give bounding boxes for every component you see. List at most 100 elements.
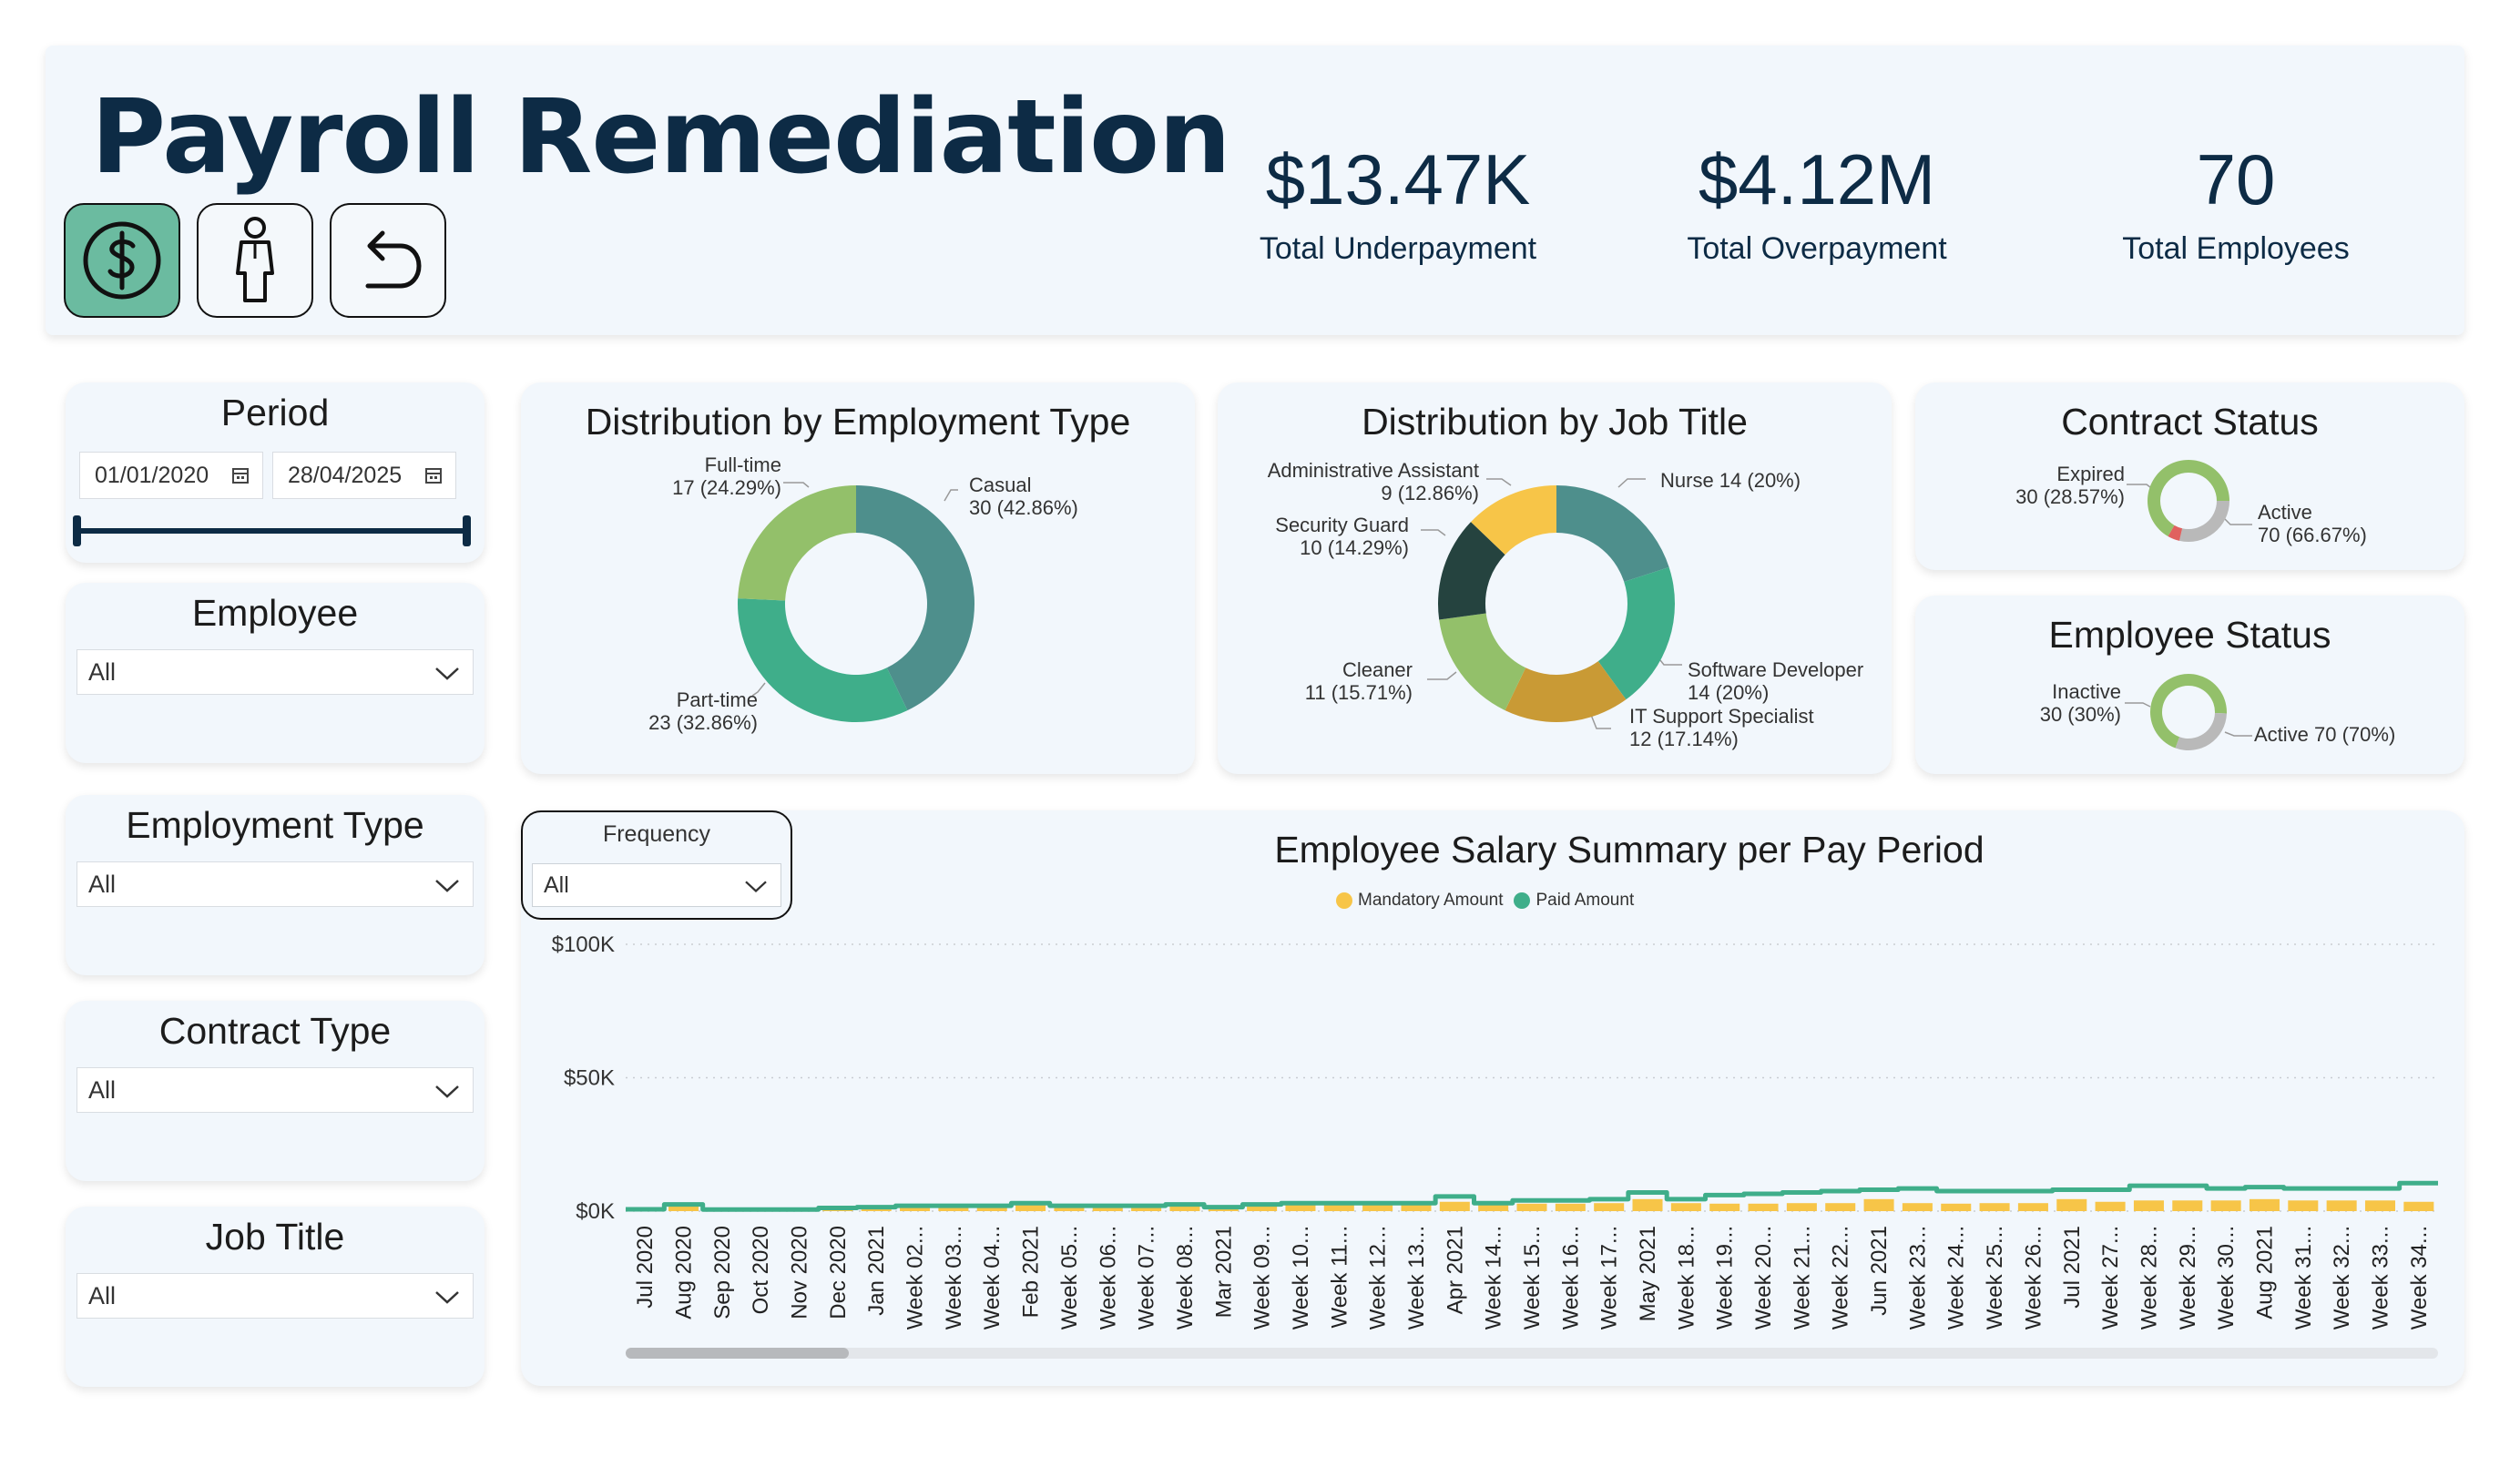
bar-mandatory[interactable]: [1632, 1198, 1663, 1211]
dollar-nav-button[interactable]: [64, 203, 180, 318]
donut-slice-other[interactable]: [2168, 525, 2183, 541]
bar-mandatory[interactable]: [1092, 1207, 1123, 1211]
donut-slice-casual[interactable]: [856, 485, 974, 711]
employee-slicer: Employee All: [66, 583, 485, 763]
x-tick-label: Aug 2021: [2252, 1226, 2277, 1319]
end-date-input[interactable]: 28/04/2025: [272, 452, 456, 499]
bar-mandatory[interactable]: [668, 1204, 699, 1211]
bar-mandatory[interactable]: [1670, 1203, 1701, 1211]
donut-slice-administrative-assistant[interactable]: [1471, 485, 1556, 555]
calendar-icon[interactable]: [424, 466, 443, 484]
bar-mandatory[interactable]: [1131, 1207, 1162, 1211]
bar-mandatory[interactable]: [1169, 1206, 1200, 1211]
bar-mandatory[interactable]: [1786, 1203, 1817, 1211]
bar-mandatory[interactable]: [1516, 1203, 1547, 1211]
job-title-dropdown[interactable]: All: [77, 1273, 474, 1319]
donut-slice-full-time[interactable]: [738, 485, 856, 601]
back-arrow-icon: [365, 230, 422, 289]
x-tick-label: Nov 2020: [788, 1226, 812, 1319]
donut-slice-active[interactable]: [2150, 674, 2227, 749]
x-tick-label: Dec 2020: [826, 1226, 851, 1319]
donut-slice-security-guard[interactable]: [1438, 522, 1505, 620]
bar-mandatory[interactable]: [2364, 1200, 2396, 1211]
x-tick-label: Week 08...: [1173, 1226, 1198, 1330]
calendar-icon[interactable]: [231, 466, 250, 484]
slice-name: Active: [2258, 501, 2312, 524]
employee-nav-button[interactable]: [197, 203, 313, 318]
contract-type-dropdown[interactable]: All: [77, 1067, 474, 1113]
bar-mandatory[interactable]: [2095, 1201, 2126, 1211]
bar-mandatory[interactable]: [1478, 1205, 1509, 1211]
bar-mandatory[interactable]: [1709, 1203, 1740, 1211]
donut-slice-inactive[interactable]: [2175, 713, 2227, 750]
slice-name: Full-time: [704, 453, 781, 476]
slice-value: 14 (20%): [1688, 681, 1770, 704]
chart-title: Employee Status: [2048, 614, 2331, 656]
range-end-handle[interactable]: [463, 515, 471, 546]
bar-mandatory[interactable]: [1439, 1201, 1470, 1211]
x-tick-label: Jul 2021: [2060, 1226, 2085, 1309]
slicer-title: Job Title: [205, 1216, 345, 1258]
paid-amount-line[interactable]: [626, 1180, 2438, 1212]
contract-type-slicer: Contract Type All: [66, 1001, 485, 1181]
slice-label-cleaner: Cleaner 11 (15.71%): [1305, 658, 1413, 704]
bar-mandatory[interactable]: [976, 1207, 1007, 1211]
bar-mandatory[interactable]: [1362, 1205, 1393, 1211]
donut-slice-expired[interactable]: [2178, 501, 2229, 542]
bar-mandatory[interactable]: [2172, 1200, 2203, 1211]
period-range-track[interactable]: [77, 528, 470, 534]
bar-mandatory[interactable]: [2210, 1200, 2241, 1211]
bar-mandatory[interactable]: [938, 1207, 969, 1211]
slice-value: 70 (66.67%): [2258, 524, 2367, 546]
bar-mandatory[interactable]: [2403, 1201, 2434, 1211]
bar-mandatory[interactable]: [1323, 1205, 1354, 1211]
employment-type-dropdown[interactable]: All: [77, 861, 474, 907]
x-tick-label: Week 11...: [1327, 1226, 1352, 1329]
contract-status-card: Contract Status Expired 30 (28.57%) Activ…: [1915, 382, 2464, 570]
bar-mandatory[interactable]: [1941, 1203, 1972, 1211]
horizontal-scrollbar[interactable]: [626, 1348, 2438, 1359]
bar-mandatory[interactable]: [1015, 1205, 1046, 1211]
slicer-title: Frequency: [602, 821, 711, 847]
scrollbar-thumb[interactable]: [626, 1348, 849, 1359]
bar-mandatory[interactable]: [1863, 1198, 1894, 1211]
donut-slice-it-support-specialist[interactable]: [1505, 661, 1627, 722]
employee-dropdown[interactable]: All: [77, 649, 474, 695]
dropdown-value: All: [88, 1281, 117, 1309]
range-start-handle[interactable]: [73, 515, 81, 546]
bar-mandatory[interactable]: [1208, 1207, 1239, 1211]
back-nav-button[interactable]: [330, 203, 446, 318]
bar-mandatory[interactable]: [900, 1207, 931, 1211]
donut-slice-nurse[interactable]: [1556, 485, 1669, 582]
bar-mandatory[interactable]: [1902, 1203, 1933, 1211]
x-tick-label: Mar 2021: [1211, 1226, 1236, 1318]
bar-mandatory[interactable]: [1401, 1205, 1432, 1211]
start-date-input[interactable]: 01/01/2020: [79, 452, 263, 499]
donut-slice-active[interactable]: [2148, 460, 2229, 536]
bar-mandatory[interactable]: [2326, 1200, 2357, 1211]
x-tick-label: Week 09...: [1250, 1226, 1275, 1330]
bar-mandatory[interactable]: [1247, 1206, 1278, 1211]
bar-mandatory[interactable]: [1555, 1203, 1586, 1211]
bar-mandatory[interactable]: [1054, 1207, 1085, 1211]
donut-slice-cleaner[interactable]: [1439, 613, 1526, 711]
slice-label-casual: Casual 30 (42.86%): [969, 474, 1078, 519]
bar-mandatory[interactable]: [2249, 1198, 2280, 1211]
bar-mandatory[interactable]: [1748, 1203, 1779, 1211]
dropdown-value: All: [88, 1075, 117, 1104]
donut-slice-software-developer[interactable]: [1597, 566, 1675, 700]
chart-title: Distribution by Job Title: [1362, 401, 1748, 443]
bar-mandatory[interactable]: [1825, 1203, 1856, 1211]
bar-mandatory[interactable]: [1594, 1203, 1625, 1211]
bar-mandatory[interactable]: [1979, 1203, 2010, 1211]
x-tick-label: Sep 2020: [710, 1226, 735, 1319]
bar-mandatory[interactable]: [2288, 1200, 2319, 1211]
x-tick-label: Week 10...: [1289, 1226, 1313, 1330]
bar-mandatory[interactable]: [2017, 1203, 2048, 1211]
bar-mandatory[interactable]: [2133, 1200, 2164, 1211]
bar-mandatory[interactable]: [861, 1207, 892, 1211]
bar-mandatory[interactable]: [1285, 1205, 1316, 1211]
donut-slice-part-time[interactable]: [738, 598, 908, 722]
bar-mandatory[interactable]: [2056, 1198, 2087, 1211]
frequency-dropdown[interactable]: All: [532, 863, 781, 907]
